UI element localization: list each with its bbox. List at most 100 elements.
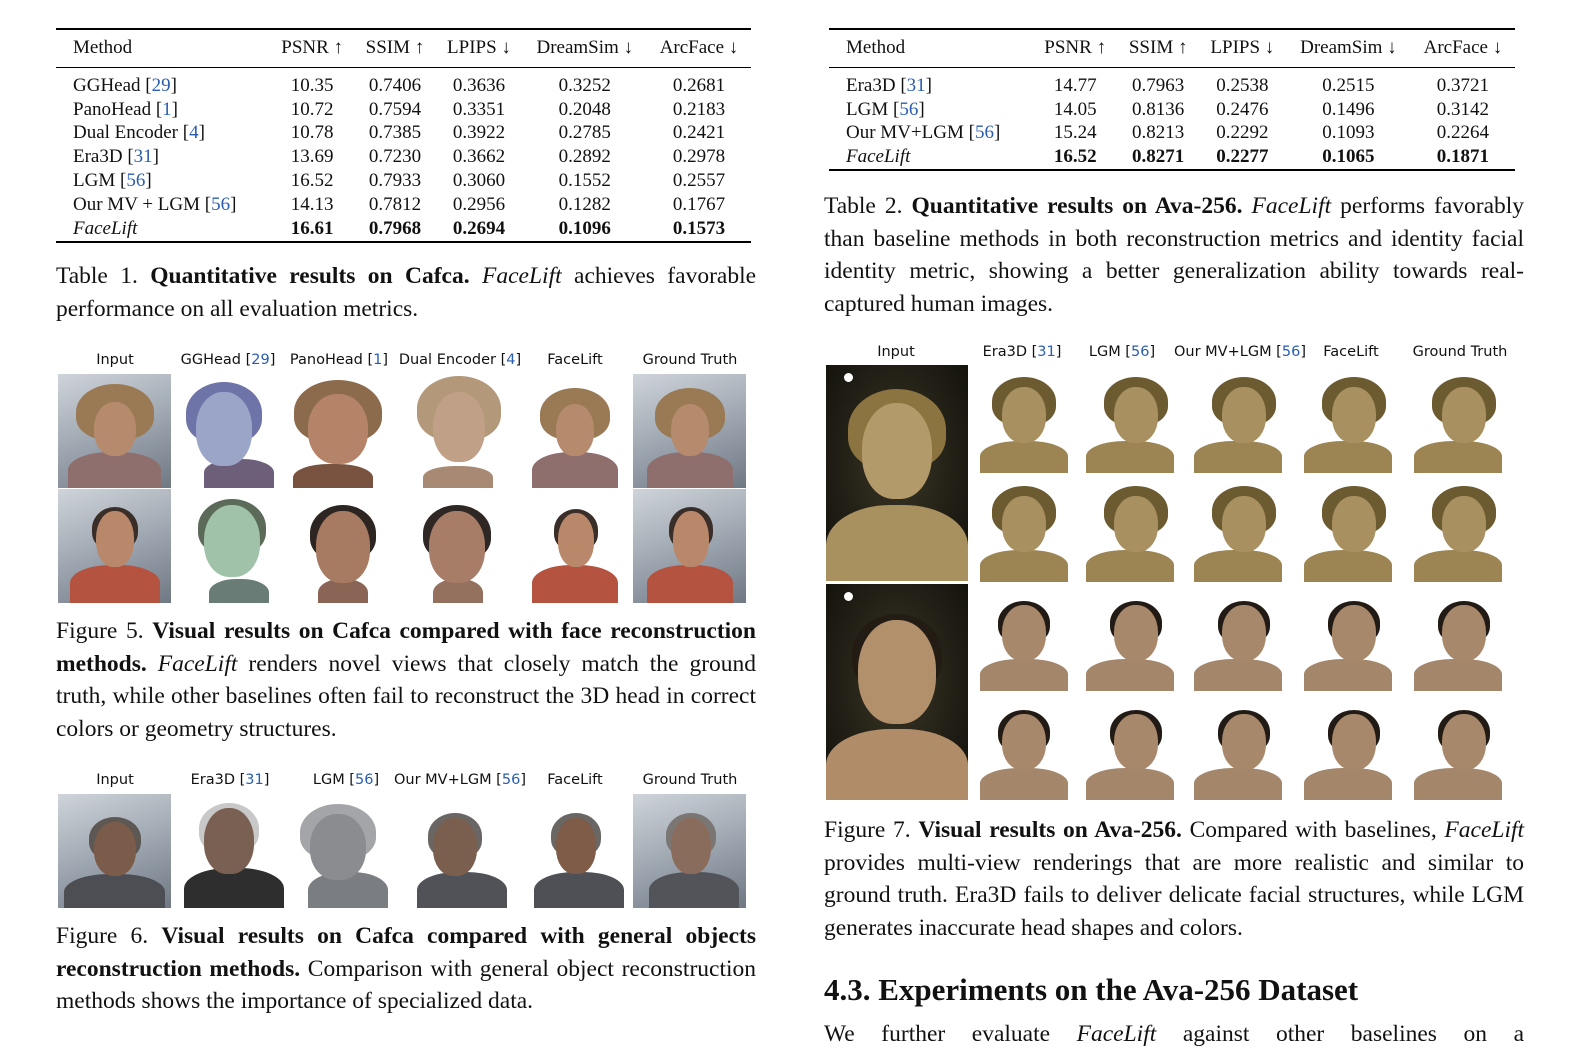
head-shape — [1442, 714, 1486, 770]
citation-link[interactable]: 56 — [211, 193, 231, 215]
head-shape — [433, 392, 485, 462]
column-label-text: FaceLift — [1323, 344, 1379, 360]
head-shape — [858, 620, 936, 724]
head-shape — [1222, 496, 1266, 552]
head-shape — [673, 511, 709, 567]
value-cell: 0.7933 — [368, 170, 422, 192]
head-shape — [204, 808, 254, 874]
method-cell: FaceLift — [829, 145, 1033, 170]
head-shape — [1222, 714, 1266, 770]
table-row: Our MV+LGM [56] 15.24 0.8213 0.2292 0.1093 0.… — [829, 122, 1515, 146]
column-header: DreamSim ↓ — [1300, 37, 1397, 58]
citation-link[interactable]: 31 — [1037, 344, 1056, 360]
value-cell: 16.52 — [1053, 146, 1097, 168]
head-shape — [429, 511, 485, 583]
figure-column-label: Ground Truth — [1390, 344, 1530, 360]
figure-column-label: Ground Truth — [620, 352, 760, 368]
column-label-text: Our MV+LGM — [1174, 344, 1272, 360]
table-row: FaceLift 16.61 0.7968 0.2694 0.1096 0.1573 — [56, 217, 751, 242]
column-label-text: GGHead — [180, 352, 241, 368]
citation-link[interactable]: 56 — [899, 98, 919, 120]
head-shape — [1332, 605, 1376, 661]
citation-link[interactable]: 1 — [373, 352, 383, 368]
citation-link[interactable]: 4 — [506, 352, 516, 368]
method-name: Dual Encoder — [73, 122, 178, 144]
figure-image — [288, 794, 401, 908]
shoulders-shape — [826, 729, 968, 800]
section-paragraph: We further evaluate FaceLift against oth… — [824, 1021, 1524, 1047]
column-label-text: FaceLift — [547, 772, 603, 788]
figure-image — [288, 374, 401, 488]
figure-image — [633, 374, 746, 488]
figure-image — [1298, 692, 1398, 800]
table-row: Our MV + LGM [56] 14.13 0.7812 0.2956 0.1282… — [56, 193, 751, 217]
citation-link[interactable]: 56 — [126, 170, 146, 192]
figure-image — [288, 489, 401, 603]
shoulders-shape — [534, 872, 624, 908]
shoulders-shape — [70, 565, 160, 603]
figure-image — [1298, 474, 1398, 582]
value-cell: 0.8136 — [1132, 98, 1185, 120]
figure-column-label: Era3D [31] — [982, 344, 1062, 360]
citation-link[interactable]: 29 — [151, 74, 171, 96]
citation-link[interactable]: 56 — [974, 122, 994, 144]
figure-image — [1408, 474, 1508, 582]
column-header: PSNR ↑ — [1044, 37, 1107, 58]
method-cell: LGM [56] — [73, 170, 152, 192]
shoulders-shape — [433, 579, 483, 603]
citation-link[interactable]: 56 — [1130, 344, 1150, 360]
value-cell: 0.1767 — [672, 193, 726, 215]
value-cell: 10.35 — [290, 74, 334, 96]
figure-image — [1298, 583, 1398, 691]
value-cell: 0.2978 — [672, 146, 726, 168]
value-cell: 0.7594 — [368, 98, 422, 120]
head-shape — [1222, 387, 1266, 443]
column-label-text: FaceLift — [547, 352, 603, 368]
value-cell: 0.2538 — [1216, 74, 1269, 96]
shoulders-shape — [1304, 550, 1392, 582]
table-1-header-row: Method PSNR ↑ SSIM ↑ LPIPS ↓ DreamSim ↓ ArcFa… — [56, 29, 751, 68]
shoulders-shape — [1194, 768, 1282, 800]
value-cell: 0.2892 — [558, 146, 611, 168]
citation-link[interactable]: 4 — [189, 122, 199, 144]
figure-image — [174, 374, 287, 488]
figure-image — [403, 794, 516, 908]
head-shape — [316, 511, 370, 583]
value-cell: 13.69 — [290, 146, 334, 168]
value-cell: 0.1552 — [558, 170, 611, 192]
head-shape — [1442, 496, 1486, 552]
table-1: Method PSNR ↑ SSIM ↑ LPIPS ↓ DreamSim ↓ ArcFa… — [56, 28, 751, 243]
shoulders-shape — [647, 565, 733, 603]
head-shape — [1442, 387, 1486, 443]
citation-link[interactable]: 56 — [1281, 344, 1301, 360]
shoulders-shape — [68, 452, 161, 488]
section-heading: 4.3. Experiments on the Ava-256 Dataset — [824, 972, 1359, 1007]
value-cell: 0.1871 — [1436, 146, 1490, 168]
column-header: Method — [846, 37, 906, 58]
value-cell: 14.13 — [290, 193, 334, 215]
figure-image — [826, 584, 968, 800]
value-cell: 0.1096 — [558, 217, 611, 239]
value-cell: 0.3252 — [558, 74, 611, 96]
head-shape — [862, 403, 932, 499]
figure-image — [174, 794, 287, 908]
citation-link[interactable]: 31 — [906, 74, 926, 96]
figure-image — [58, 489, 171, 603]
shoulders-shape — [1414, 768, 1502, 800]
method-name: FaceLift — [846, 146, 911, 168]
figure-7-caption: Figure 7. Visual results on Ava-256. Com… — [824, 817, 1525, 941]
citation-link[interactable]: 31 — [245, 772, 264, 788]
figure-image — [518, 794, 631, 908]
citation-link[interactable]: 31 — [133, 146, 153, 168]
column-label-text: LGM — [312, 772, 345, 788]
citation-link[interactable]: 29 — [251, 352, 270, 368]
value-cell: 15.24 — [1053, 122, 1097, 144]
method-name: Our MV+LGM — [846, 122, 964, 144]
citation-link[interactable]: 1 — [162, 98, 172, 120]
citation-link[interactable]: 56 — [501, 772, 521, 788]
shoulders-shape — [1194, 659, 1282, 691]
citation-link[interactable]: 56 — [354, 772, 374, 788]
column-label-text: LGM — [1088, 344, 1121, 360]
figure-column-label: FaceLift — [505, 352, 645, 368]
shoulders-shape — [980, 768, 1068, 800]
